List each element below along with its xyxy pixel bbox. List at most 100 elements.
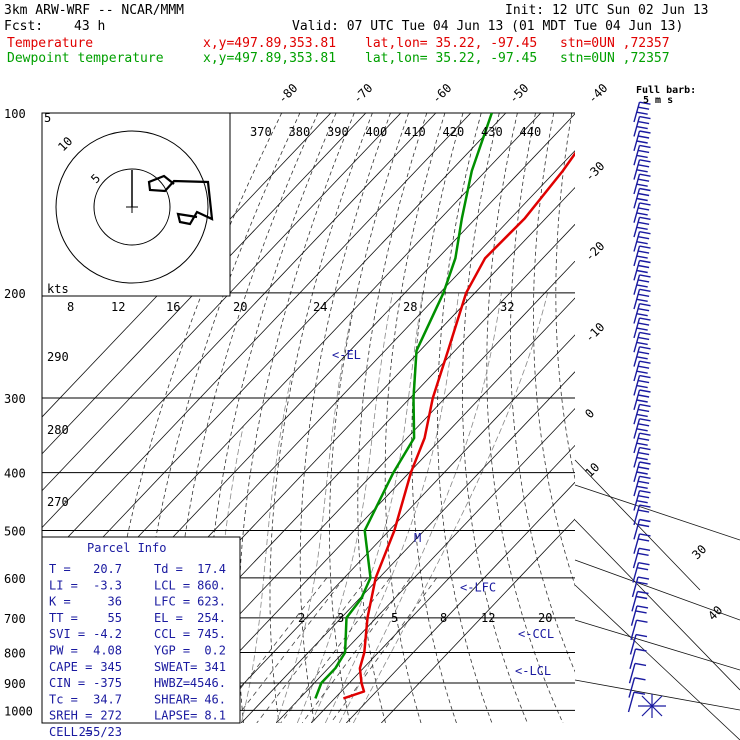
isotherm-line	[171, 297, 575, 723]
wind-barb-flag	[639, 331, 651, 336]
wind-barb-flag	[639, 303, 651, 307]
forecast-hour: 43 h	[74, 19, 106, 34]
wind-barb	[633, 346, 651, 367]
wind-barb-flag	[639, 115, 651, 120]
moist-adiabat-line	[240, 380, 291, 723]
parcel-box	[41, 536, 241, 724]
wind-barb	[633, 130, 651, 151]
wind-barb-flag	[637, 192, 650, 197]
wind-barb-flag	[639, 101, 651, 105]
parcel-value: 17.4	[197, 562, 226, 576]
theta-label: 290	[47, 350, 69, 364]
wind-barb-staff	[628, 663, 636, 684]
pressure-label: 700	[4, 612, 26, 626]
wind-barb	[633, 418, 651, 439]
parcel-value: LCL =	[154, 578, 190, 592]
wind-barbs	[627, 101, 666, 718]
wind-barb	[633, 187, 651, 209]
pressure-label: 400	[4, 467, 26, 481]
parcel-value: 345	[100, 660, 122, 674]
wind-barb-flag	[637, 250, 650, 254]
wind-barb	[633, 159, 651, 180]
isotherm-extension	[574, 519, 740, 691]
wind-barb-flag	[639, 346, 651, 350]
isotherm-top-label: -50	[506, 81, 531, 106]
wind-barb-flag	[636, 456, 648, 461]
wind-barb-flag	[639, 144, 651, 149]
wind-barb-flag	[637, 480, 650, 484]
wind-barb-flag	[639, 518, 651, 523]
wind-barb-flag	[638, 562, 650, 566]
dry-adiabat-line	[640, 113, 740, 723]
hodo-speed-label: 24	[313, 300, 327, 314]
dewpoint-profile	[314, 113, 493, 699]
wind-barb	[633, 360, 651, 382]
dry-adiabat-line	[660, 113, 740, 723]
isotherm-line	[381, 518, 575, 723]
isotherm-line	[311, 444, 575, 723]
wind-barb-staff	[632, 562, 640, 583]
wind-barb-flag	[637, 221, 650, 225]
wind-barb-staff	[633, 519, 641, 540]
wind-barb	[628, 662, 647, 684]
parcel-info-box: Parcel Info T = 20.7 Td = 17.4 LI = -3.3 LCL = 8…	[41, 536, 241, 739]
pressure-label: 300	[4, 392, 26, 406]
wind-barb-flag	[637, 451, 650, 456]
wind-barb-flag	[636, 356, 648, 360]
pressure-label: 900	[4, 677, 26, 691]
wind-barb-flag	[637, 236, 650, 240]
dry-adiabat-line	[510, 113, 575, 673]
isotherm-line	[42, 113, 472, 565]
theta-label: 380	[289, 125, 311, 139]
wind-barb-flag	[637, 308, 650, 312]
hodograph-box	[41, 112, 231, 297]
wind-barb	[633, 245, 651, 267]
isotherm-line	[42, 113, 332, 418]
wind-barb-staff	[629, 634, 637, 655]
mixing-ratio-label: 5	[391, 611, 398, 625]
wind-barb-flag	[635, 648, 647, 652]
dry-adiabat-line	[620, 113, 740, 723]
dewpoint-xy: x,y=497.89,353.81	[203, 51, 337, 66]
theta-label: 420	[443, 125, 465, 139]
wind-barb-flag	[639, 259, 651, 264]
wind-barb-flag	[637, 509, 650, 513]
wind-barb-flag	[636, 327, 648, 331]
wind-barb-flag	[637, 207, 650, 211]
wind-barb-staff	[630, 620, 638, 641]
wind-barb-flag	[639, 245, 651, 249]
isotherm-line	[42, 113, 367, 455]
dewpoint-legend: Dewpoint temperature	[7, 51, 164, 66]
wind-barb-flag	[639, 187, 651, 192]
hodo-speed-label: 12	[111, 300, 125, 314]
wind-barb	[633, 202, 651, 223]
wind-barb-flag	[636, 581, 648, 585]
parcel-value: EL =	[154, 611, 183, 625]
mixing-ratio-label: 12	[481, 611, 495, 625]
hodo-speed-label: 16	[166, 300, 180, 314]
hodograph-trace	[147, 174, 214, 226]
wind-barb	[633, 144, 651, 166]
wind-barb-flag	[637, 293, 650, 297]
dry-adiabat-line	[578, 113, 705, 723]
hodo-ring-label: 5	[44, 111, 51, 125]
wind-barb-flag	[636, 183, 648, 187]
mixing-ratio-label: 2	[298, 611, 305, 625]
parcel-value: 623.	[197, 595, 226, 609]
wind-barb	[633, 115, 651, 137]
parcel-value: 860.	[197, 578, 226, 592]
pressure-label: 200	[4, 287, 26, 301]
wind-barb-flag	[637, 264, 650, 269]
isotherm-line	[42, 113, 507, 602]
full-barb-label: Full barb:	[636, 85, 697, 96]
mixing-ratio-line	[231, 577, 345, 723]
parcel-value: TT =	[49, 611, 78, 625]
parcel-value: 4546.	[190, 676, 226, 690]
wind-barb-flag	[637, 379, 650, 384]
moist-adiabat-line	[352, 292, 548, 723]
mixing-ratio-line	[280, 577, 391, 723]
wind-barb-flag	[636, 298, 648, 302]
wind-barb-flag	[639, 403, 651, 408]
hodo-speed-label: 8	[67, 300, 74, 314]
